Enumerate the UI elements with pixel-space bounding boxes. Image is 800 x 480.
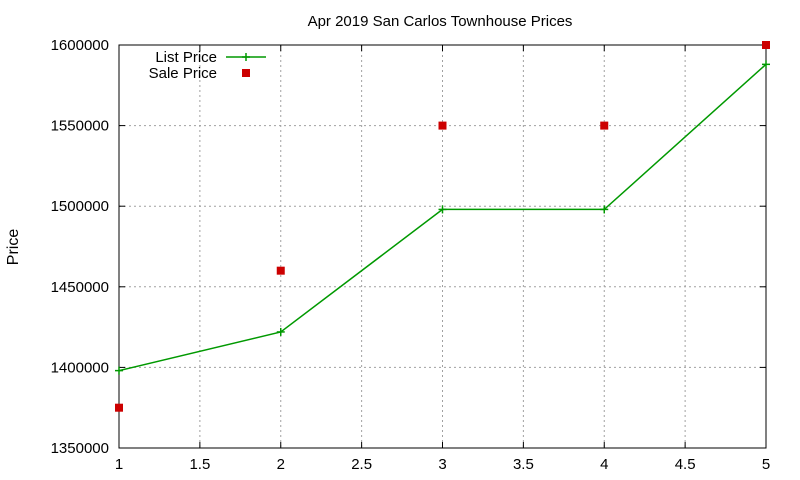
data-point-square (115, 403, 123, 412)
y-tick-label: 1350000 (51, 440, 109, 457)
y-tick-label: 1400000 (51, 359, 109, 376)
data-point-plus (276, 327, 285, 336)
x-tick-label: 3 (438, 456, 446, 473)
legend-item: Sale Price (149, 65, 250, 82)
x-tick-label: 4.5 (675, 456, 696, 473)
legend-item: List Price (155, 49, 266, 66)
chart-title: Apr 2019 San Carlos Townhouse Prices (308, 13, 573, 30)
y-tick-label: 1600000 (51, 37, 109, 54)
x-tick-label: 1 (115, 456, 123, 473)
x-tick-label: 2.5 (351, 456, 372, 473)
data-point-plus (762, 60, 770, 69)
y-tick-label: 1450000 (51, 279, 109, 296)
data-point-square (276, 266, 285, 275)
legend-marker-square (242, 69, 250, 77)
x-tick-label: 3.5 (513, 456, 534, 473)
data-point-square (762, 41, 770, 49)
legend-label: Sale Price (149, 65, 217, 82)
y-tick-label: 1500000 (51, 198, 109, 215)
data-point-plus (115, 366, 123, 375)
x-tick-label: 5 (762, 456, 770, 473)
series-sale-price (115, 41, 770, 412)
data-point-plus (600, 205, 609, 214)
axis-ticks: 1 1.5 2 2.5 3 3.5 4 4.5 5 1350000 1400000 1450000 15… (51, 37, 771, 473)
x-tick-label: 2 (277, 456, 285, 473)
grid (119, 45, 766, 448)
x-tick-label: 1.5 (189, 456, 210, 473)
series (115, 41, 770, 412)
x-tick-label: 4 (600, 456, 608, 473)
series-list-price (115, 60, 770, 375)
data-point-plus (438, 205, 447, 214)
legend-label: List Price (155, 49, 217, 66)
y-tick-label: 1550000 (51, 118, 109, 135)
data-point-square (600, 121, 609, 130)
legend-marker-plus (242, 53, 250, 61)
data-point-square (438, 121, 447, 130)
y-axis-label: Price (5, 229, 22, 266)
